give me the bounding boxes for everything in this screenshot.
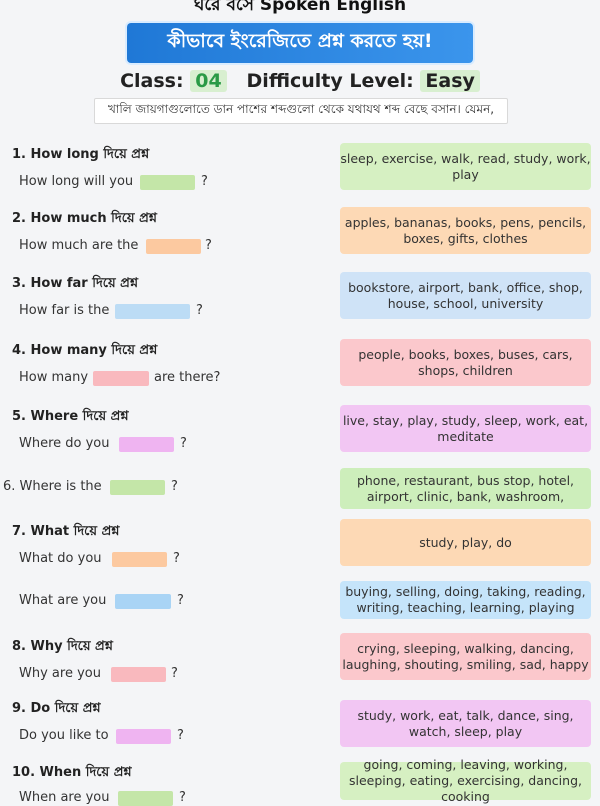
- question-title: 10. When দিয়ে প্রশ্ন: [12, 765, 132, 780]
- question-tail: ?: [177, 728, 184, 743]
- answer-blank[interactable]: [140, 175, 195, 190]
- question-tail: ?: [201, 174, 208, 189]
- question-sentence: How much are the: [19, 238, 139, 253]
- word-bank: phone, restaurant, bus stop, hotel, airp…: [340, 468, 591, 509]
- answer-blank[interactable]: [115, 304, 190, 319]
- question-sentence: Why are you: [19, 666, 101, 681]
- answer-blank[interactable]: [119, 437, 174, 452]
- difficulty-label: Difficulty Level:: [246, 70, 414, 92]
- question-sentence: How long will you: [19, 174, 134, 189]
- question-title: 8. Why দিয়ে প্রশ্ন: [12, 639, 113, 654]
- word-bank: going, coming, leaving, working, sleepin…: [340, 757, 591, 804]
- answer-blank[interactable]: [93, 371, 149, 386]
- question-sentence: How far is the: [19, 303, 110, 318]
- question-sentence: What are you: [19, 593, 107, 608]
- word-bank: bookstore, airport, bank, office, shop, …: [340, 272, 591, 319]
- question-tail: ?: [171, 666, 178, 681]
- question-title: 7. What দিয়ে প্রশ্ন: [12, 524, 120, 539]
- question-tail: ?: [173, 551, 180, 566]
- answer-blank[interactable]: [110, 480, 165, 495]
- question-title: 4. How many দিয়ে প্রশ্ন: [12, 343, 158, 358]
- question-title: 9. Do দিয়ে প্রশ্ন: [12, 701, 101, 716]
- question-tail: ?: [205, 238, 212, 253]
- question-title: 5. Where দিয়ে প্রশ্ন: [12, 409, 129, 424]
- instruction: খালি জায়গাগুলোতে ডান পাশের শব্দগুলো থেক…: [94, 98, 508, 124]
- answer-blank[interactable]: [115, 594, 171, 609]
- difficulty-value: Easy: [420, 70, 480, 92]
- question-sentence: What do you: [19, 551, 102, 566]
- question-tail: are there?: [154, 370, 221, 385]
- question-tail: ?: [180, 436, 187, 451]
- answer-blank[interactable]: [146, 239, 201, 254]
- answer-blank[interactable]: [116, 729, 171, 744]
- word-bank: people, books, boxes, buses, cars, shops…: [340, 339, 591, 386]
- class-label: Class:: [120, 70, 184, 92]
- word-bank: apples, bananas, books, pens, pencils, b…: [340, 207, 591, 254]
- answer-blank[interactable]: [118, 791, 173, 806]
- answer-blank[interactable]: [112, 552, 167, 567]
- answer-blank[interactable]: [111, 667, 166, 682]
- class-number: 04: [190, 70, 227, 92]
- word-bank: study, play, do: [340, 519, 591, 566]
- word-bank: live, stay, play, study, sleep, work, ea…: [340, 405, 591, 452]
- question-title: 2. How much দিয়ে প্রশ্ন: [12, 211, 157, 226]
- class-line: Class: 04 Difficulty Level: Easy: [0, 70, 600, 92]
- question-sentence: 6. Where is the: [3, 479, 102, 494]
- question-tail: ?: [171, 479, 178, 494]
- word-bank: buying, selling, doing, taking, reading,…: [340, 581, 591, 619]
- word-bank: study, work, eat, talk, dance, sing, wat…: [340, 700, 591, 747]
- banner-title: কীভাবে ইংরেজিতে প্রশ্ন করতে হয়!: [127, 23, 473, 63]
- question-tail: ?: [196, 303, 203, 318]
- question-sentence: How many: [19, 370, 89, 385]
- question-sentence: Where do you: [19, 436, 110, 451]
- word-bank: sleep, exercise, walk, read, study, work…: [340, 143, 591, 190]
- question-sentence: When are you: [19, 790, 110, 805]
- question-title: 3. How far দিয়ে প্রশ্ন: [12, 276, 139, 291]
- word-bank: crying, sleeping, walking, dancing, laug…: [340, 633, 591, 680]
- question-title: 1. How long দিয়ে প্রশ্ন: [12, 147, 150, 162]
- question-sentence: Do you like to: [19, 728, 109, 743]
- question-tail: ?: [177, 593, 184, 608]
- top-title: ঘরে বসে Spoken English: [193, 0, 407, 15]
- question-tail: ?: [179, 790, 186, 805]
